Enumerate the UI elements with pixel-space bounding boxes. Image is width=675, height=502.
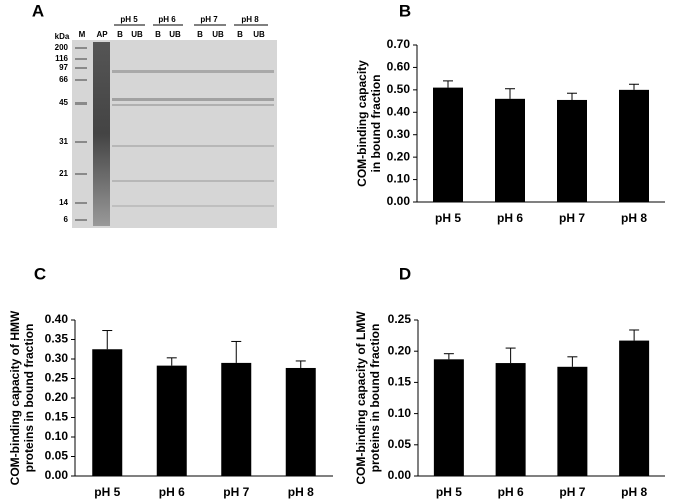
y-axis-label: COM-binding capacity of LMW <box>354 311 368 485</box>
bar <box>495 363 526 476</box>
x-tick-label: pH 5 <box>94 485 120 499</box>
bar <box>619 89 649 202</box>
y-tick-label: 0.00 <box>45 468 69 482</box>
marker-label: 116 <box>55 54 68 63</box>
gel-lane <box>93 42 110 226</box>
y-axis-label: proteins in bound fraction <box>22 324 36 473</box>
marker-label: 66 <box>59 75 68 84</box>
lane-label: UB <box>253 30 265 39</box>
bar <box>285 367 316 476</box>
lane-label: AP <box>96 30 108 39</box>
y-tick-label: 0.25 <box>388 312 412 326</box>
group-label: pH 8 <box>241 15 259 24</box>
y-tick-label: 0.30 <box>387 127 411 141</box>
bar <box>495 98 525 202</box>
y-axis-label: COM-binding capacity <box>355 60 369 187</box>
y-tick-label: 0.10 <box>387 172 411 186</box>
marker-label: 6 <box>64 215 69 224</box>
y-tick-label: 0.35 <box>45 332 69 346</box>
lane-label: B <box>237 30 243 39</box>
bar <box>557 99 587 202</box>
bar <box>156 365 187 476</box>
y-tick-label: 0.05 <box>388 437 412 451</box>
y-tick-label: 0.10 <box>388 406 412 420</box>
bar <box>433 359 464 476</box>
x-tick-label: pH 7 <box>559 211 585 225</box>
lane-label: UB <box>131 30 143 39</box>
y-tick-label: 0.20 <box>387 149 411 163</box>
x-tick-label: pH 6 <box>497 211 523 225</box>
x-tick-label: pH 7 <box>223 485 249 499</box>
marker-label: 14 <box>59 198 68 207</box>
y-tick-label: 0.60 <box>387 60 411 74</box>
lane-label: B <box>117 30 123 39</box>
y-tick-label: 0.25 <box>45 371 69 385</box>
bar <box>433 87 463 202</box>
y-tick-label: 0.10 <box>45 429 69 443</box>
x-tick-label: pH 7 <box>559 485 585 499</box>
marker-label: 45 <box>59 98 68 107</box>
y-tick-label: 0.15 <box>388 375 412 389</box>
bar <box>557 366 588 476</box>
marker-label: 31 <box>59 137 68 146</box>
y-tick-label: 0.30 <box>45 351 69 365</box>
x-tick-label: pH 8 <box>621 485 647 499</box>
gel-panel: A kDa 200 116 97 66 45 31 21 14 6 M AP B… <box>32 1 277 228</box>
bar <box>92 349 123 476</box>
y-axis-label: COM-binding capacity of HMW <box>8 310 22 485</box>
x-tick-label: pH 5 <box>435 211 461 225</box>
x-tick-label: pH 6 <box>498 485 524 499</box>
y-tick-label: 0.50 <box>387 82 411 96</box>
y-axis-label: in bound fraction <box>369 75 383 173</box>
marker-label: 97 <box>59 63 68 72</box>
panel-label: B <box>399 1 411 20</box>
marker-label: 21 <box>59 169 68 178</box>
y-tick-label: 0.40 <box>45 312 69 326</box>
bar <box>221 362 252 476</box>
y-tick-label: 0.20 <box>45 390 69 404</box>
y-tick-label: 0.00 <box>387 194 411 208</box>
lane-label: B <box>155 30 161 39</box>
marker-label: 200 <box>55 43 69 52</box>
lane-label: UB <box>212 30 224 39</box>
y-tick-label: 0.00 <box>388 468 412 482</box>
y-tick-label: 0.40 <box>387 104 411 118</box>
gel-unit: kDa <box>55 32 70 41</box>
y-axis-label: proteins in bound fraction <box>368 324 382 473</box>
y-tick-label: 0.05 <box>45 449 69 463</box>
gel-bands <box>75 47 274 221</box>
y-tick-label: 0.15 <box>45 410 69 424</box>
lane-label: B <box>197 30 203 39</box>
group-label: pH 7 <box>200 15 218 24</box>
x-tick-label: pH 8 <box>621 211 647 225</box>
group-label: pH 6 <box>158 15 176 24</box>
y-tick-label: 0.20 <box>388 343 412 357</box>
panel-label: C <box>34 264 46 283</box>
x-tick-label: pH 5 <box>436 485 462 499</box>
lane-label: M <box>79 30 86 39</box>
x-tick-label: pH 6 <box>159 485 185 499</box>
panel-label: D <box>399 264 411 283</box>
y-tick-label: 0.70 <box>387 37 411 51</box>
group-label: pH 5 <box>120 15 138 24</box>
lane-label: UB <box>169 30 181 39</box>
bar <box>619 340 650 476</box>
x-tick-label: pH 8 <box>288 485 314 499</box>
panel-label: A <box>32 1 44 20</box>
